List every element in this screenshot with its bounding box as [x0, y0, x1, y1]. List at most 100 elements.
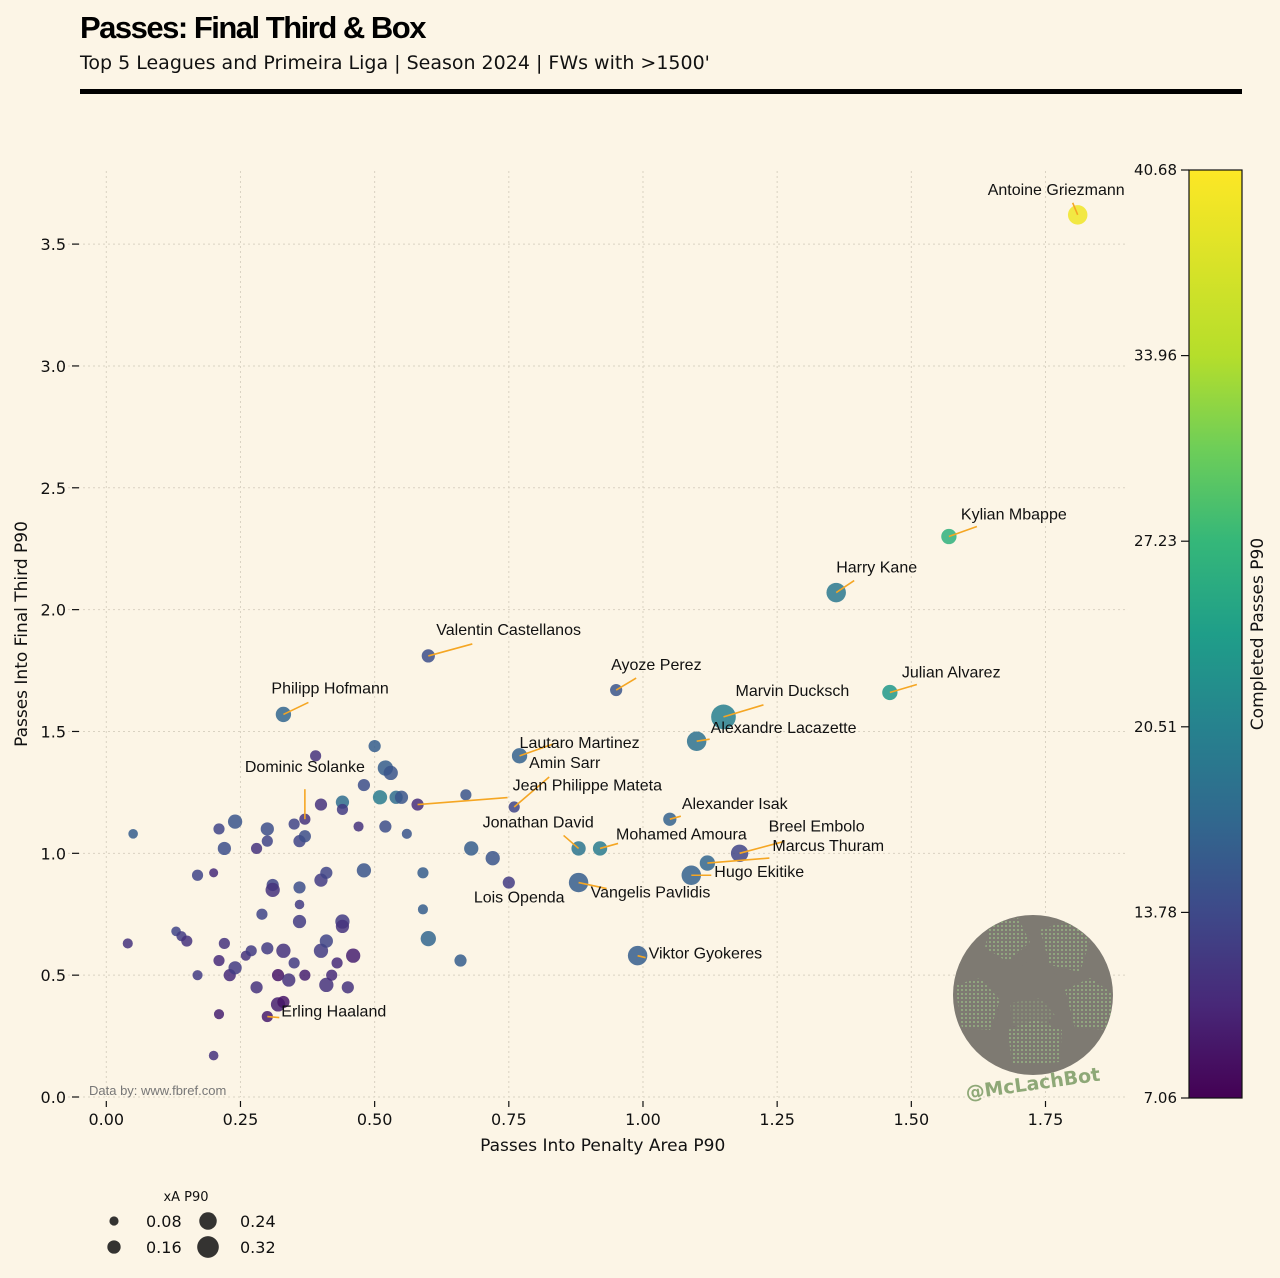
size-legend-marker	[107, 1240, 121, 1254]
annotation-label: Dominic Solanke	[245, 759, 365, 776]
annotation-leader-line	[513, 776, 550, 808]
scatter-point	[261, 942, 274, 955]
annotation-label: Jonathan David	[483, 814, 594, 831]
size-legend-title: xA P90	[163, 1190, 208, 1205]
x-axis-label: Passes Into Penalty Area P90	[480, 1136, 725, 1156]
scatter-point	[310, 750, 322, 762]
annotation-leader-line	[889, 683, 918, 694]
size-legend-label: 0.32	[240, 1238, 276, 1257]
scatter-point	[192, 970, 203, 981]
y-tick-label: 0.0	[41, 1088, 66, 1107]
scatter-point	[265, 882, 280, 898]
scatter-point	[245, 945, 257, 957]
colorbar-tick-label: 40.68	[1134, 161, 1177, 179]
colorbar-tick-label: 20.51	[1134, 718, 1177, 736]
x-tick-label: 1.50	[894, 1110, 930, 1129]
colorbar-ticks: 7.06 13.78 20.51 27.23 33.96 40.68	[1134, 161, 1189, 1107]
scatter-point	[288, 957, 300, 969]
scatter-point-named	[511, 748, 528, 764]
scatter-point	[356, 863, 372, 878]
scatter-point	[181, 935, 193, 947]
scatter-point	[282, 973, 296, 987]
x-tick-label: 0.00	[88, 1110, 124, 1129]
annotation-leader-line	[428, 643, 473, 657]
colorbar: 7.06 13.78 20.51 27.23 33.96 40.68 Completed …	[1134, 161, 1268, 1107]
soccer-ball-logo: @McLachBot	[953, 915, 1113, 1104]
annotation-label: Kylian Mbappe	[961, 507, 1067, 524]
x-tick-label: 1.25	[759, 1110, 795, 1129]
scatter-point	[122, 938, 133, 949]
scatter-point	[341, 981, 354, 994]
scatter-point	[353, 821, 364, 832]
scatter-point	[209, 868, 219, 878]
scatter-point	[420, 930, 436, 947]
annotation-leader-line	[417, 796, 508, 806]
scatter-point	[331, 957, 343, 969]
axes: 0.00 0.25 0.50 0.75 1.00 1.25 1.50 1.75 0.0 0.5 1.…	[12, 235, 1063, 1156]
annotation-label: Hugo Ekitike	[714, 864, 804, 881]
scatter-point	[191, 869, 204, 881]
annotation-label: Marcus Thuram	[772, 838, 884, 855]
scatter-point	[319, 977, 334, 993]
annotation-label: Alexandre Lacazette	[711, 720, 857, 737]
scatter-point	[261, 835, 273, 847]
scatter-point	[250, 842, 263, 855]
scatter-point	[271, 969, 285, 982]
scatter-point	[294, 899, 305, 910]
scatter-point	[401, 828, 412, 839]
annotation-leader-line	[696, 738, 710, 743]
y-tick-label: 3.5	[41, 235, 66, 254]
x-tick-label: 0.75	[491, 1110, 527, 1129]
y-tick-label: 1.0	[41, 844, 66, 863]
colorbar-tick-label: 33.96	[1134, 347, 1177, 365]
scatter-point-named	[502, 876, 515, 889]
annotation-leader-line	[723, 704, 764, 718]
annotation-leader-line	[707, 857, 770, 864]
size-legend-label: 0.08	[146, 1212, 182, 1231]
annotation-leader-line	[578, 881, 607, 890]
annotation-leader-line	[283, 701, 309, 716]
data-credit: Data by: www.fbref.com	[89, 1083, 226, 1098]
annotation-label: Alexander Isak	[682, 796, 789, 813]
colorbar-tick-label: 7.06	[1144, 1089, 1177, 1107]
x-tick-label: 0.50	[357, 1110, 393, 1129]
scatter-point	[228, 961, 242, 975]
size-legend-label: 0.16	[146, 1238, 182, 1257]
annotation-label: Breel Embolo	[769, 818, 865, 835]
x-tick-label: 0.25	[223, 1110, 259, 1129]
scatter-point	[314, 798, 328, 811]
annotation-leader-line	[615, 677, 637, 691]
scatter-point	[276, 943, 291, 958]
scatter-point	[213, 1009, 225, 1020]
annotation-leader-line	[599, 842, 619, 850]
annotation-leader-line	[637, 954, 646, 959]
scatter-point	[320, 866, 333, 879]
title-divider	[80, 89, 1242, 94]
annotation-label: Philipp Hofmann	[271, 680, 388, 697]
scatter-point	[417, 904, 429, 915]
scatter-point	[218, 937, 230, 950]
annotation-label: Viktor Gyokeres	[649, 946, 763, 963]
x-tick-label: 1.75	[1028, 1110, 1064, 1129]
annotation-label: Mohamed Amoura	[616, 826, 747, 843]
annotation-leader-line	[563, 834, 580, 850]
data-points	[122, 205, 1088, 1061]
scatter-point	[417, 867, 429, 879]
scatter-point	[292, 914, 307, 929]
scatter-point	[372, 790, 388, 805]
scatter-point	[213, 823, 225, 835]
annotation-leader-line	[835, 579, 855, 594]
colorbar-tick-label: 13.78	[1134, 903, 1177, 921]
annotation-label: Amin Sarr	[529, 755, 601, 772]
annotation-label: Lois Openda	[474, 890, 565, 907]
size-legend-marker	[197, 1236, 219, 1258]
colorbar-gradient	[1188, 169, 1243, 1099]
size-legend-marker	[199, 1212, 217, 1230]
scatter-point	[319, 934, 333, 948]
annotation-label: Harry Kane	[836, 560, 917, 577]
scatter-point	[217, 841, 231, 856]
annotations: Antoine Griezmann Kylian Mbappe Harry Kane…	[245, 182, 1125, 1021]
annotation-label: Lautaro Martinez	[520, 735, 640, 752]
scatter-point	[460, 789, 472, 801]
